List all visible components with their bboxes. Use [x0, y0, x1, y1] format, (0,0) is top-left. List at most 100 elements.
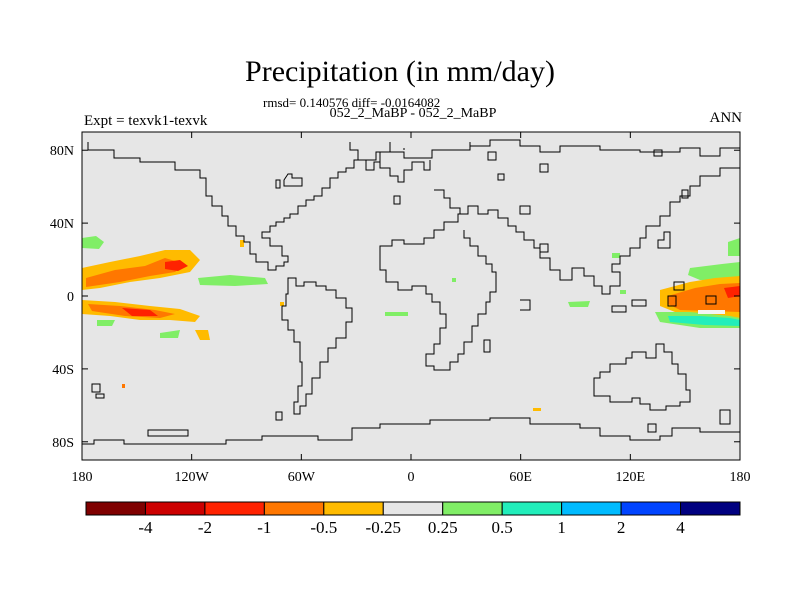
- colorbar-label: 0.25: [428, 518, 458, 537]
- continent-outline: [593, 343, 691, 411]
- experiment-label: Expt = texvk1-texvk: [84, 113, 208, 129]
- continent-outline: [403, 139, 740, 157]
- lon-tick-label: 60W: [288, 470, 316, 485]
- colorbar-swatch: [680, 501, 741, 516]
- island-outline: [673, 281, 685, 291]
- anomaly-green-patch: [728, 238, 740, 256]
- colorbar-label: 4: [676, 518, 685, 537]
- coastlines: [82, 139, 740, 445]
- lon-tick-label: 120W: [175, 470, 210, 485]
- anomaly-white-patch: [698, 310, 725, 314]
- map-background: [82, 132, 740, 460]
- colorbar-label: -1: [257, 518, 271, 537]
- island-outline: [647, 423, 657, 433]
- island-outline: [91, 383, 101, 393]
- anomaly-green-patch: [97, 320, 115, 326]
- anomaly-red-patch: [165, 260, 188, 271]
- continent-outline: [281, 277, 353, 415]
- colorbar-swatch: [263, 501, 325, 516]
- colorbar-label: -4: [138, 518, 153, 537]
- island-outline: [539, 243, 549, 253]
- island-outline: [483, 339, 491, 353]
- island-outline: [147, 429, 189, 437]
- anomaly-yellow-patch: [240, 240, 244, 247]
- plot-title: Precipitation (in mm/day): [245, 55, 555, 88]
- anomaly-green-patch: [612, 253, 620, 258]
- colorbar-label: -0.25: [366, 518, 401, 537]
- colorbar-label: -0.5: [310, 518, 337, 537]
- anomaly-green-patch: [620, 290, 626, 294]
- anomaly-green-patch: [82, 236, 104, 249]
- lat-tick-label: 0: [67, 290, 74, 305]
- coast-segment: [434, 189, 461, 214]
- anomaly-green-patch: [160, 330, 180, 338]
- island-outline: [487, 151, 497, 161]
- lon-tick-label: 180: [72, 470, 93, 485]
- island-outline: [667, 295, 677, 307]
- coast-segment: [519, 205, 531, 215]
- island-outline: [275, 411, 283, 421]
- anomaly-orange-patch: [86, 258, 185, 287]
- precip-anomaly-field: [82, 236, 740, 411]
- island-outline: [657, 231, 671, 249]
- anomaly-orange-patch: [122, 384, 125, 388]
- lon-tick-label: 180: [730, 470, 751, 485]
- colorbar-swatch: [442, 501, 503, 516]
- island-outline: [275, 179, 281, 189]
- lat-tick-label: 40N: [50, 217, 74, 232]
- anomaly-orange-patch: [668, 283, 740, 312]
- colorbar: -4 -2 -1 -0.5 -0.25 0.25 0.5 1 2 4: [85, 501, 741, 537]
- island-outline: [705, 295, 717, 305]
- lon-tick-label: 120E: [616, 470, 646, 485]
- island-outline: [611, 305, 627, 313]
- season-label: ANN: [709, 110, 743, 126]
- anomaly-green-patch: [385, 312, 408, 316]
- anomaly-red-patch: [122, 308, 158, 316]
- colorbar-swatch: [323, 501, 384, 516]
- colorbar-swatch: [561, 501, 622, 516]
- longitude-axis: 180 120W 60W 0 60E 120E 180: [72, 132, 751, 485]
- island-outline: [393, 195, 401, 205]
- colorbar-label: 1: [557, 518, 566, 537]
- anomaly-red-patch: [724, 286, 740, 298]
- colorbar-label: 2: [617, 518, 626, 537]
- anomaly-teal-patch: [668, 316, 740, 326]
- continent-outline: [379, 167, 740, 371]
- island-outline: [653, 149, 663, 157]
- coast-segment: [379, 160, 431, 183]
- lat-tick-label: 80S: [52, 436, 74, 451]
- anomaly-green-patch: [568, 301, 590, 307]
- lon-tick-label: 60E: [509, 470, 532, 485]
- lat-tick-label: 40S: [52, 363, 74, 378]
- anomaly-green-patch: [688, 262, 740, 280]
- anomaly-green-patch: [198, 275, 268, 286]
- island-outline: [95, 393, 105, 399]
- lat-tick-label: 80N: [50, 144, 74, 159]
- colorbar-swatch: [85, 501, 146, 516]
- anomaly-green-patch: [452, 278, 456, 282]
- island-outline: [681, 189, 689, 199]
- coast-segment: [520, 299, 531, 311]
- anomaly-yellow-patch: [280, 302, 284, 306]
- colorbar-swatch: [501, 501, 563, 516]
- island-outline: [349, 142, 391, 171]
- island-outline: [719, 409, 731, 425]
- colorbar-label: -2: [198, 518, 212, 537]
- island-outline: [539, 163, 549, 173]
- colorbar-swatch: [144, 501, 206, 516]
- island-outline: [497, 173, 505, 181]
- continent-outline: [82, 417, 740, 445]
- anomaly-yellow-patch: [195, 330, 210, 340]
- anomaly-yellow-patch: [533, 408, 541, 411]
- continent-outline: [87, 142, 471, 271]
- island-outline: [631, 299, 647, 307]
- stats-line: rmsd= 0.140576 diff= -0.0164082: [263, 95, 441, 110]
- lon-tick-label: 0: [408, 470, 415, 485]
- island-outline: [283, 173, 303, 187]
- colorbar-swatch: [204, 501, 265, 516]
- colorbar-label: 0.5: [492, 518, 513, 537]
- colorbar-swatch: [382, 501, 444, 516]
- latitude-axis: 80N 40N 0 40S 80S: [50, 144, 740, 451]
- colorbar-swatch: [620, 501, 682, 516]
